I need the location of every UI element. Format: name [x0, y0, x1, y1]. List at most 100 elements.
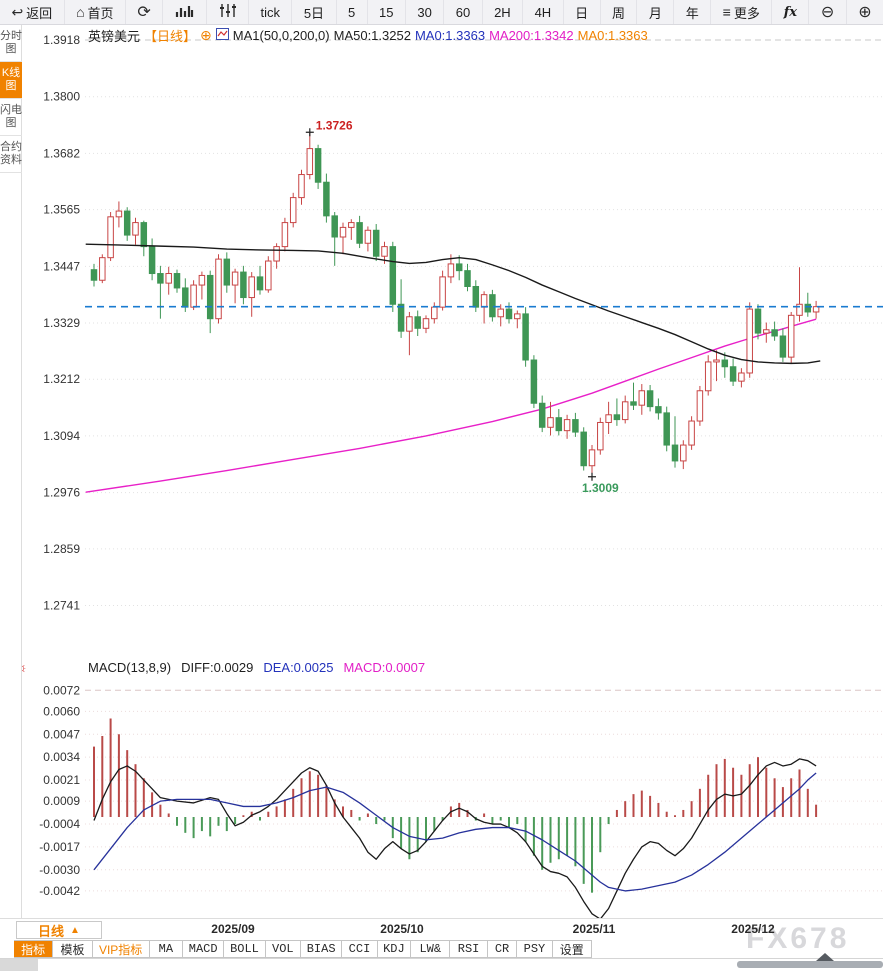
toolbar: ↩ 返回 ⌂ 首页 ⟳ tick 5日 5 15 30 60 2H 4H 日 周 月… [0, 0, 883, 25]
home-button[interactable]: ⌂ 首页 [65, 0, 126, 24]
period-button-5[interactable]: 5 [337, 0, 368, 24]
period-button-tick[interactable]: tick [249, 0, 293, 24]
bottom-bar: FX678 日线 ▲ 2025/09 2025/10 2025/11 2025/… [0, 918, 883, 971]
more-label: 更多 [733, 5, 760, 21]
main-price-chart[interactable]: 1.3918 1.3800 1.3682 1.3565 1.3447 1.3329 1.32… [22, 25, 883, 660]
back-label: 返回 [26, 5, 53, 21]
tab-ma[interactable]: MA [149, 941, 184, 957]
bar-chart-icon [175, 3, 195, 21]
tab-indicators[interactable]: 指标 [14, 941, 54, 957]
x-axis-label-sep: 2025/09 [211, 922, 255, 936]
tab-templates[interactable]: 模板 [53, 941, 93, 957]
period-selector[interactable]: 日线 ▲ [16, 921, 102, 939]
svg-text:1.3682: 1.3682 [43, 146, 80, 160]
candle-style-button[interactable] [207, 0, 250, 24]
watermark: FX678 [746, 922, 850, 955]
dea-value: DEA:0.0025 [263, 660, 334, 675]
chevron-up-icon: ▲ [70, 924, 80, 936]
svg-text:0.0047: 0.0047 [43, 727, 80, 741]
add-indicator-icon[interactable]: ⊕ [200, 26, 212, 43]
sidebar-item-time-chart[interactable]: 分时图 [0, 25, 22, 62]
period-button-month[interactable]: 月 [637, 0, 675, 24]
svg-text:1.3565: 1.3565 [43, 203, 80, 217]
scroll-up-arrow-icon[interactable] [816, 953, 834, 961]
svg-text:-0.0042: -0.0042 [39, 884, 80, 898]
zoom-out-button[interactable]: ⊖ [809, 0, 847, 24]
tab-bias[interactable]: BIAS [301, 941, 343, 957]
svg-text:-0.0017: -0.0017 [39, 840, 80, 854]
svg-text:0.0034: 0.0034 [43, 750, 80, 764]
period-button-60[interactable]: 60 [444, 0, 483, 24]
period-button-year[interactable]: 年 [674, 0, 712, 24]
x-axis-label-dec: 2025/12 [731, 922, 775, 936]
x-axis-label-nov: 2025/11 [572, 922, 616, 936]
diff-value: DIFF:0.0029 [181, 660, 254, 675]
zoom-out-icon: ⊖ [820, 4, 835, 21]
mini-chart-icon [215, 27, 229, 43]
chart-type-button[interactable] [163, 0, 208, 24]
refresh-icon: ⟳ [137, 4, 151, 21]
tab-cr[interactable]: CR [487, 941, 518, 957]
more-button[interactable]: ≡ 更多 [711, 0, 773, 24]
period-button-4h[interactable]: 4H [523, 0, 564, 24]
tab-macd[interactable]: MACD [183, 941, 225, 957]
back-icon: ↩ [11, 3, 24, 20]
back-button[interactable]: ↩ 返回 [0, 0, 65, 24]
svg-text:-0.0030: -0.0030 [39, 863, 80, 877]
ma-group-label: MA1(50,0,200,0) [232, 27, 330, 43]
tab-settings[interactable]: 设置 [552, 941, 592, 957]
ma0-orange-value: MA0:1.3363 [577, 27, 648, 43]
svg-text:1.3918: 1.3918 [43, 33, 80, 47]
horizontal-scrollbar[interactable] [737, 961, 883, 968]
sidebar-item-kline-chart[interactable]: K线图 [0, 62, 22, 99]
tab-kdj[interactable]: KDJ [377, 941, 412, 957]
svg-text:1.3009: 1.3009 [582, 481, 619, 495]
period-selector-label: 日线 [38, 923, 65, 939]
macd-params: MACD(13,8,9) [88, 660, 172, 675]
svg-text:1.3094: 1.3094 [43, 429, 80, 443]
symbol-name: 英镑美元 [88, 28, 141, 44]
tab-vip-indicators[interactable]: VIP指标 [92, 941, 150, 957]
tab-vol[interactable]: VOL [265, 941, 301, 957]
svg-text:0.0009: 0.0009 [43, 794, 80, 808]
svg-text:0.0060: 0.0060 [43, 704, 80, 718]
ma50-value: MA50:1.3252 [333, 27, 411, 43]
period-button-week[interactable]: 周 [601, 0, 638, 24]
tab-rsi[interactable]: RSI [450, 941, 488, 957]
period-tag: 【日线】 [144, 28, 197, 44]
indicator-tab-bar: 指标 模板 VIP指标 MA MACD BOLL VOL BIAS CCI KD… [14, 940, 592, 958]
fx-icon: fx [783, 4, 798, 20]
period-button-5d[interactable]: 5日 [292, 0, 337, 24]
refresh-button[interactable]: ⟳ [126, 0, 164, 24]
tab-psy[interactable]: PSY [517, 941, 553, 957]
zoom-in-button[interactable]: ⊕ [847, 0, 883, 24]
home-label: 首页 [87, 5, 114, 21]
chart-mode-sidebar: 分时图 K线图 闪电图 合约资料 [0, 25, 22, 918]
period-button-30[interactable]: 30 [406, 0, 445, 24]
period-button-15[interactable]: 15 [368, 0, 406, 24]
svg-text:1.3447: 1.3447 [43, 259, 80, 273]
hamburger-icon: ≡ [722, 4, 731, 20]
sidebar-item-lightning-chart[interactable]: 闪电图 [0, 99, 22, 136]
period-button-2h[interactable]: 2H [483, 0, 524, 24]
bottom-strip [0, 953, 883, 971]
x-axis-label-oct: 2025/10 [380, 922, 424, 936]
svg-text:1.3726: 1.3726 [316, 118, 353, 132]
period-button-day[interactable]: 日 [564, 0, 601, 24]
sliders-icon [219, 3, 237, 21]
svg-text:1.2741: 1.2741 [43, 599, 80, 613]
svg-text:1.3212: 1.3212 [43, 372, 80, 386]
indicator-fx-button[interactable]: fx [772, 0, 810, 24]
home-icon: ⌂ [76, 4, 85, 20]
svg-text:0.0072: 0.0072 [43, 683, 80, 697]
tab-lwr[interactable]: LW& [411, 941, 451, 957]
sidebar-item-contract-info[interactable]: 合约资料 [0, 136, 22, 173]
tab-cci[interactable]: CCI [342, 941, 378, 957]
macd-indicator-chart[interactable]: 0.0072 0.0060 0.0047 0.0034 0.0021 0.0009 -0.0… [22, 660, 883, 918]
ma200-value: MA200:1.3342 [489, 27, 574, 43]
tab-boll[interactable]: BOLL [224, 941, 266, 957]
svg-text:1.2976: 1.2976 [43, 486, 80, 500]
svg-text:1.3800: 1.3800 [43, 90, 80, 104]
svg-text:1.3329: 1.3329 [43, 316, 80, 330]
